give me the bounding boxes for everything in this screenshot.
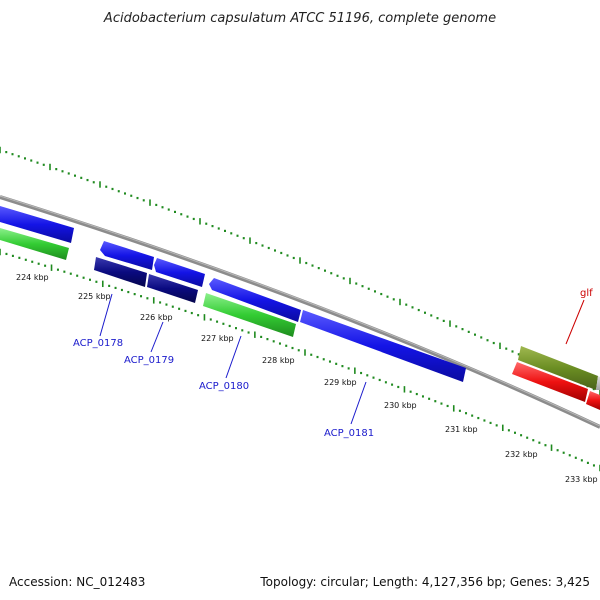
tick-label: 224 kbp xyxy=(16,273,49,282)
tick-label: 230 kbp xyxy=(384,401,417,410)
cds-feature-acp-0178[interactable] xyxy=(100,241,154,270)
tick-label: 226 kbp xyxy=(140,313,173,322)
tick-label: 231 kbp xyxy=(445,425,478,434)
cds-feature-acp-0179[interactable] xyxy=(154,258,205,287)
cds-feature-acp-0181[interactable] xyxy=(300,310,466,382)
cds-feature-gray[interactable] xyxy=(596,376,600,390)
cds-reverse-2[interactable] xyxy=(147,274,198,303)
cds-feature-glf[interactable] xyxy=(518,346,598,390)
inner-gc-track xyxy=(0,248,600,472)
gene-labels: ACP_0178 ACP_0179 ACP_0180 ACP_0181 glf xyxy=(73,288,593,439)
gene-leader-lines xyxy=(99,293,585,425)
page-title: Acidobacterium capsulatum ATCC 51196, co… xyxy=(103,11,496,26)
rna-feature-left-green[interactable] xyxy=(0,228,69,260)
leader-line-acp-0179 xyxy=(150,321,164,353)
gene-label-acp-0181[interactable]: ACP_0181 xyxy=(324,428,374,439)
rna-feature-green[interactable] xyxy=(203,293,296,337)
outer-gc-track xyxy=(0,146,600,396)
gene-label-acp-0179[interactable]: ACP_0179 xyxy=(124,355,174,366)
gene-label-acp-0178[interactable]: ACP_0178 xyxy=(73,338,123,349)
tick-label: 225 kbp xyxy=(78,292,111,301)
cds-feature-acp-0180[interactable] xyxy=(209,278,301,322)
forward-strand-features xyxy=(0,206,600,390)
tick-label: 227 kbp xyxy=(201,334,234,343)
tick-labels: 224 kbp 225 kbp 226 kbp 227 kbp 228 kbp … xyxy=(16,273,598,484)
cds-reverse-1[interactable] xyxy=(94,257,147,287)
genome-summary-text: Topology: circular; Length: 4,127,356 bp… xyxy=(259,575,590,589)
tick-label: 228 kbp xyxy=(262,356,295,365)
cds-red-2[interactable] xyxy=(586,391,600,410)
tick-label: 233 kbp xyxy=(565,475,598,484)
cds-red-1[interactable] xyxy=(512,362,588,402)
gene-label-acp-0180[interactable]: ACP_0180 xyxy=(199,381,249,392)
leader-line-acp-0181 xyxy=(350,381,367,425)
leader-line-acp-0180 xyxy=(225,335,242,379)
leader-line-acp-0178 xyxy=(99,293,113,337)
tick-label: 229 kbp xyxy=(324,378,357,387)
tick-label: 232 kbp xyxy=(505,450,538,459)
accession-text: Accession: NC_012483 xyxy=(9,575,145,589)
leader-line-glf xyxy=(565,299,585,345)
genome-backbone xyxy=(0,195,600,429)
cds-feature-left-blue[interactable] xyxy=(0,206,74,243)
gene-label-glf[interactable]: glf xyxy=(580,288,593,299)
reverse-strand-features xyxy=(0,228,600,410)
